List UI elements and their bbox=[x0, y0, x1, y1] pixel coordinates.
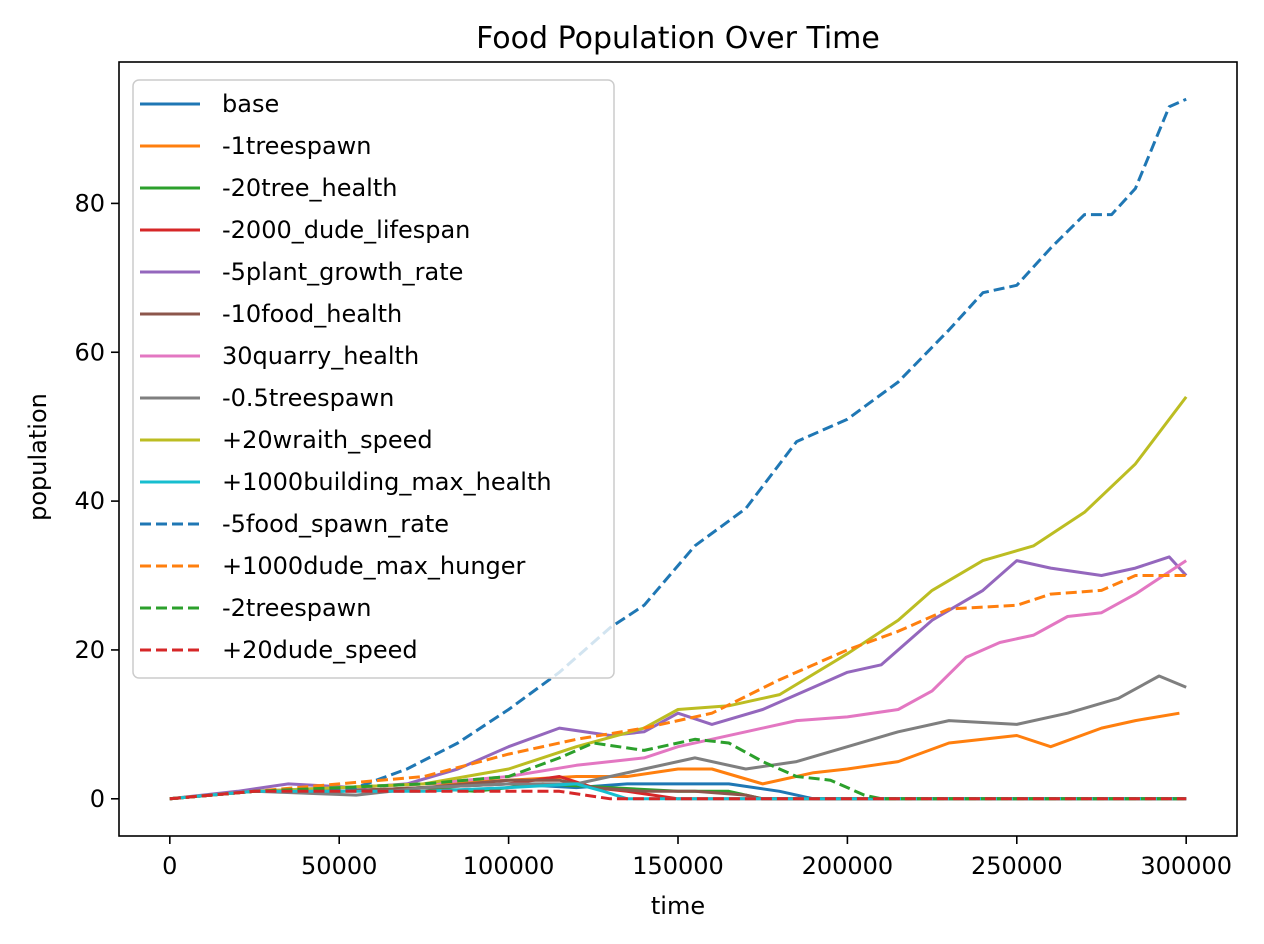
legend-label: +1000building_max_health bbox=[222, 468, 552, 496]
legend-label: +20wraith_speed bbox=[222, 426, 433, 454]
legend-label: -10food_health bbox=[222, 300, 402, 328]
x-axis-label: time bbox=[651, 892, 705, 920]
series-line bbox=[169, 97, 1187, 801]
x-tick-label: 100000 bbox=[463, 852, 555, 880]
x-tick-label: 300000 bbox=[1140, 852, 1232, 880]
series-line bbox=[169, 574, 1187, 801]
x-tick-label: 250000 bbox=[971, 852, 1063, 880]
y-axis-label: population bbox=[24, 393, 52, 521]
x-axis: 0 50000 100000 150000 200000 250000 300000 bbox=[162, 836, 1232, 880]
y-tick-label: 20 bbox=[74, 636, 105, 664]
y-tick-label: 0 bbox=[90, 785, 105, 813]
legend-label: base bbox=[222, 90, 279, 118]
x-tick-label: 50000 bbox=[301, 852, 377, 880]
legend-label: -1treespawn bbox=[222, 132, 372, 160]
x-tick-label: 0 bbox=[162, 852, 177, 880]
legend-label: 30quarry_health bbox=[222, 342, 419, 370]
series-lines bbox=[169, 97, 1188, 801]
y-tick-label: 80 bbox=[74, 189, 105, 217]
legend-label: -5plant_growth_rate bbox=[222, 258, 463, 286]
legend-label: +1000dude_max_hunger bbox=[222, 552, 526, 580]
legend-label: +20dude_speed bbox=[222, 636, 418, 664]
legend-label: -0.5treespawn bbox=[222, 384, 394, 412]
series-line bbox=[169, 789, 1187, 801]
series-line bbox=[169, 674, 1187, 801]
chart-title: Food Population Over Time bbox=[476, 21, 880, 56]
legend-label: -5food_spawn_rate bbox=[222, 510, 449, 538]
legend-label: -2000_dude_lifespan bbox=[222, 216, 470, 244]
legend-label: -2treespawn bbox=[222, 594, 372, 622]
legend-label: -20tree_health bbox=[222, 174, 397, 202]
y-tick-label: 40 bbox=[74, 487, 105, 515]
legend: base -1treespawn -20tree_health -2000_dude_… bbox=[132, 79, 615, 679]
x-tick-label: 200000 bbox=[802, 852, 894, 880]
legend-box bbox=[132, 79, 615, 679]
y-tick-label: 60 bbox=[74, 338, 105, 366]
y-axis: 0 20 40 60 80 bbox=[74, 189, 119, 813]
series-line bbox=[169, 737, 1187, 801]
x-tick-label: 150000 bbox=[632, 852, 724, 880]
